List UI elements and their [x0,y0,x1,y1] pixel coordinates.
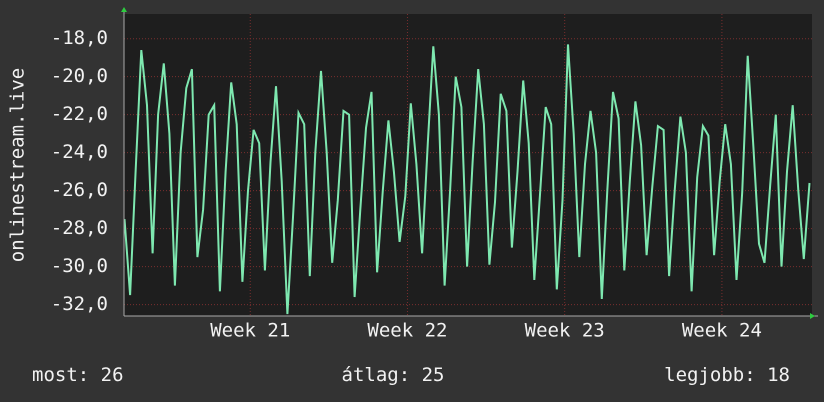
footer-stat: átlag: 25 [342,364,445,386]
plot-area [124,14,812,316]
y-tick-label: -20,0 [51,65,108,87]
y-tick-label: -18,0 [51,27,108,49]
data-line [123,44,811,315]
footer-stat: legjobb: 18 [664,364,790,386]
y-tick-label: -26,0 [51,179,108,201]
x-arrow [810,313,815,319]
x-tick-label: Week 24 [682,320,762,342]
stat-value: 18 [767,364,790,386]
stat-value: 26 [101,364,124,386]
x-tick-label: Week 21 [210,320,290,342]
y-tick-label: -22,0 [51,103,108,125]
y-tick-label: -30,0 [51,255,108,277]
stat-label: átlag: [342,364,411,386]
stat-label: legjobb: [664,364,756,386]
y-axis-label: onlinestream.live [7,68,29,262]
y-arrow [121,7,127,12]
stat-label: most: [32,364,89,386]
x-tick-label: Week 23 [525,320,605,342]
stat-value: 25 [422,364,445,386]
plot [123,44,811,315]
x-tick-label: Week 22 [367,320,447,342]
y-tick-label: -24,0 [51,141,108,163]
y-tick-label: -32,0 [51,293,108,315]
footer-stat: most: 26 [32,364,124,386]
y-tick-label: -28,0 [51,217,108,239]
